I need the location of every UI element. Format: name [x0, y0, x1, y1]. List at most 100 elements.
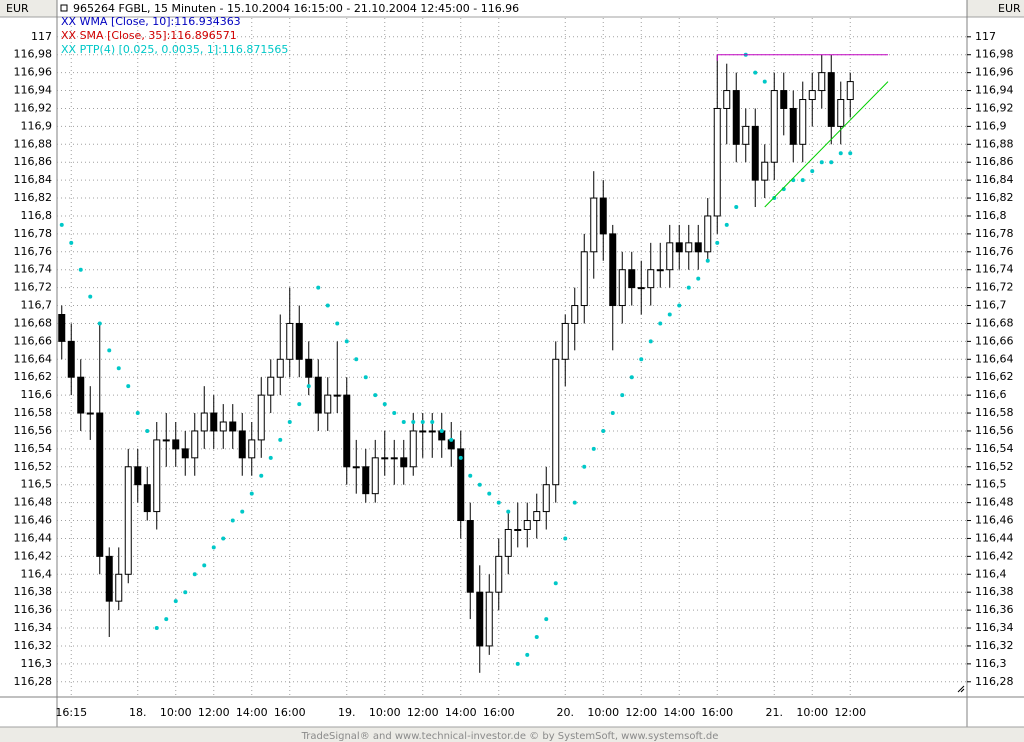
indicator-dot [135, 411, 140, 416]
candle-body [153, 439, 161, 513]
candle-body [542, 484, 550, 513]
candle-body [200, 412, 208, 432]
y2-tick-label: 116,82 [975, 191, 1014, 204]
y2-tick-label: 116,32 [975, 639, 1014, 652]
x-tick-label: 10:00 [587, 706, 619, 719]
candle-body [609, 233, 617, 307]
indicator-dot [810, 169, 815, 174]
y-tick-label: 116,82 [14, 191, 53, 204]
indicator-dot [202, 563, 207, 568]
candle-body [561, 322, 569, 360]
indicator-dot [753, 70, 758, 75]
y2-tick-label: 116,52 [975, 460, 1014, 473]
indicator-dot [126, 384, 131, 389]
indicator-dot [287, 419, 292, 424]
indicator-dot [173, 599, 178, 604]
indicator-dot [392, 411, 397, 416]
indicator-dot [848, 151, 853, 156]
indicator-dot [154, 626, 159, 631]
y-tick-label: 116,5 [21, 478, 53, 491]
candle-body [96, 412, 104, 557]
y2-tick-label: 116,28 [975, 675, 1014, 688]
y-tick-label: 116,72 [14, 281, 53, 294]
y2-tick-label: 116,36 [975, 603, 1014, 616]
x-tick-label: 14:00 [236, 706, 268, 719]
indicator-dot [591, 446, 596, 451]
candle-body [590, 197, 598, 253]
indicator-dot [249, 491, 254, 496]
indicator-dot [658, 321, 663, 326]
y2-tick-label: 116,62 [975, 370, 1014, 383]
indicator-dot [762, 79, 767, 84]
indicator-dot [506, 509, 511, 514]
candle-body [495, 555, 503, 593]
candle-body [694, 242, 702, 253]
y2-tick-label: 116,74 [975, 263, 1014, 276]
indicator-dot [268, 455, 273, 460]
legend-entry: XX PTP(4) [0.025, 0.0035, 1]:116.871565 [61, 43, 288, 56]
x-tick-label: 20. [557, 706, 575, 719]
candle-body [343, 394, 351, 468]
candle-body [742, 125, 750, 145]
x-tick-label: 16:15 [55, 706, 87, 719]
candle-body [191, 430, 199, 459]
indicator-dot [420, 419, 425, 424]
candle-body [457, 448, 465, 522]
y2-tick-label: 116,76 [975, 245, 1014, 258]
y-tick-label: 116,64 [14, 352, 53, 365]
indicator-dot [572, 500, 577, 505]
indicator-dot [496, 500, 501, 505]
title-strip [57, 0, 967, 17]
candle-body [276, 358, 284, 378]
y-tick-label: 116,8 [21, 209, 53, 222]
indicator-dot [59, 222, 64, 227]
candle-body [846, 81, 854, 101]
indicator-dot [677, 303, 682, 308]
candle-body [419, 430, 427, 433]
y2-tick-label: 116,84 [975, 173, 1014, 186]
y2-tick-label: 116,3 [975, 657, 1007, 670]
candle-body [514, 528, 522, 531]
indicator-dot [344, 339, 349, 344]
y-tick-label: 116,4 [21, 567, 53, 580]
candle-body [371, 457, 379, 495]
x-tick-label: 10:00 [369, 706, 401, 719]
y-tick-label: 116,96 [14, 66, 53, 79]
indicator-dot [259, 473, 264, 478]
candle-body [295, 322, 303, 360]
y2-tick-label: 116,5 [975, 478, 1007, 491]
y-tick-label: 116,46 [14, 514, 53, 527]
candle-body [476, 591, 484, 647]
candle-body [86, 412, 94, 415]
indicator-dot [278, 437, 283, 442]
indicator-dot [164, 617, 169, 622]
y-tick-label: 116,3 [21, 657, 53, 670]
chart-title: 965264 FGBL, 15 Minuten - 15.10.2004 16:… [73, 2, 519, 15]
indicator-dot [487, 491, 492, 496]
y-tick-label: 116,6 [21, 388, 53, 401]
y-tick-label: 116,86 [14, 155, 53, 168]
x-tick-label: 10:00 [796, 706, 828, 719]
y-tick-label: 116,28 [14, 675, 53, 688]
indicator-dot [78, 267, 83, 272]
resize-icon [957, 685, 965, 693]
indicator-dot [116, 366, 121, 371]
indicator-dot [667, 312, 672, 317]
candle-body [286, 322, 294, 360]
indicator-dot [306, 384, 311, 389]
indicator-dot [734, 205, 739, 210]
y2-tick-label: 116,54 [975, 442, 1014, 455]
x-tick-label: 19. [338, 706, 356, 719]
candle-body [324, 394, 332, 414]
y2-tick-label: 116,78 [975, 227, 1014, 240]
y-tick-label: 116,78 [14, 227, 53, 240]
y-tick-label: 116,52 [14, 460, 53, 473]
candle-body [808, 90, 816, 101]
candle-body [143, 484, 151, 513]
indicator-dot [629, 375, 634, 380]
x-tick-label: 16:00 [483, 706, 515, 719]
candle-body [390, 457, 398, 460]
candle-body [77, 376, 85, 414]
y2-tick-label: 116,7 [975, 299, 1007, 312]
